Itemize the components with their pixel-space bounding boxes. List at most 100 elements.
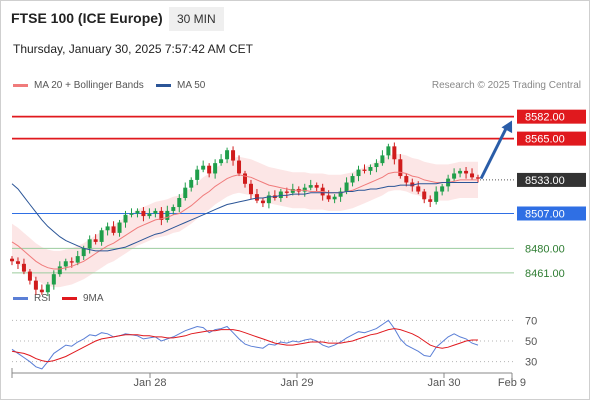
timestamp: Thursday, January 30, 2025 7:57:42 AM CE… [13, 42, 253, 56]
candle-body [141, 210, 146, 217]
candle-body [314, 185, 319, 188]
candle-body [248, 183, 253, 195]
candle-body [165, 210, 170, 220]
candle-body [350, 176, 355, 183]
rsi-tick-2: 30 [525, 357, 537, 369]
candle-body [410, 182, 415, 187]
candle-body [290, 188, 295, 193]
candle-body [123, 214, 128, 223]
candle-body [470, 173, 475, 178]
ma20-line [11, 171, 478, 270]
candle-body [302, 187, 307, 192]
research-credit: Research © 2025 Trading Central [431, 80, 581, 91]
candle-body [81, 248, 86, 257]
candle-body [237, 160, 242, 174]
candle-body [326, 195, 331, 200]
candle-body [51, 274, 56, 285]
candle-body [105, 226, 110, 231]
candle-body [278, 191, 283, 198]
candle-body [15, 261, 20, 264]
candle-body [147, 213, 152, 217]
candle-body [452, 173, 457, 179]
candle-body [266, 195, 271, 204]
rsi-panel-group: 70 50 30 [11, 315, 537, 370]
moving-averages-group [11, 171, 478, 270]
rsi-line [11, 319, 479, 370]
candle-body [93, 239, 98, 242]
legend-rsi: RSI [13, 293, 51, 304]
candle-body [159, 210, 164, 220]
rsi-tick-0: 70 [525, 315, 537, 327]
level-label-3: 8507.00 [525, 208, 565, 220]
level-label-box-0 [517, 109, 586, 124]
candle-body [440, 186, 445, 192]
candle-body [356, 169, 361, 177]
forecast-arrow-shaft [479, 125, 509, 180]
candle-body [392, 146, 397, 160]
candle-body [362, 169, 367, 171]
candle-body [129, 213, 134, 215]
legend-ma50: MA 50 [156, 80, 205, 91]
legend-rsi-ma: 9MA [62, 293, 104, 304]
time-tick-label-1: Jan 29 [280, 377, 313, 389]
candle-body [135, 210, 140, 214]
bollinger-band-group [12, 154, 478, 288]
candle-body [374, 163, 379, 168]
interval-badge[interactable]: 30 MIN [169, 7, 224, 31]
forecast-arrow-group [479, 120, 513, 180]
level-label-box-3 [517, 206, 586, 221]
candle-body [45, 284, 50, 293]
candle-body [219, 159, 224, 164]
candle-body [284, 191, 289, 193]
level-label-4: 8480.00 [525, 243, 565, 255]
candle-body [458, 170, 463, 174]
candle-body [183, 187, 188, 198]
ma50-line [11, 182, 478, 252]
candle-body [344, 182, 349, 192]
candle-body [75, 256, 80, 263]
level-label-1: 8565.00 [525, 134, 565, 146]
candle-body [260, 200, 265, 204]
bollinger-band [12, 154, 478, 288]
candle-body [434, 191, 439, 202]
candle-body [195, 169, 200, 180]
level-label-2: 8533.00 [525, 175, 565, 187]
candle-body [153, 210, 158, 214]
candle-body [21, 263, 26, 272]
candle-body [368, 167, 373, 171]
forecast-arrow-head [501, 120, 513, 134]
time-axis-group: Jan 28 Jan 29 Jan 30 Feb 9 [11, 368, 526, 389]
candle-body [308, 185, 313, 188]
candle-body [422, 191, 427, 200]
candle-body [213, 163, 218, 174]
candle-body [189, 179, 194, 188]
candle-body [63, 261, 68, 267]
candle-body [33, 280, 38, 290]
candle-body [380, 155, 385, 164]
candle-body [69, 261, 74, 263]
candle-body [39, 289, 44, 293]
candle-body [398, 159, 403, 177]
ma50-swatch [156, 84, 171, 87]
legend-rsi-ma-label: 9MA [83, 293, 104, 304]
candle-body [171, 207, 176, 211]
candle-body [464, 170, 469, 174]
instrument-title: FTSE 100 (ICE Europe) [11, 10, 163, 26]
candle-body [254, 194, 259, 201]
candle-body [231, 150, 236, 161]
time-tick-label-0: Jan 28 [133, 377, 166, 389]
candle-body [207, 165, 212, 174]
legend-ma20-label: MA 20 + Bollinger Bands [34, 80, 144, 91]
candle-body [111, 226, 116, 233]
candle-body [177, 198, 182, 208]
candles-group [10, 142, 480, 297]
levels-group [12, 115, 514, 274]
candle-body [27, 271, 32, 281]
rsi-tick-1: 50 [525, 336, 537, 348]
ma20-swatch [13, 84, 28, 87]
level-label-box-1 [517, 131, 586, 146]
candle-body [99, 230, 104, 242]
candle-body [332, 196, 337, 200]
candle-body [338, 191, 343, 197]
